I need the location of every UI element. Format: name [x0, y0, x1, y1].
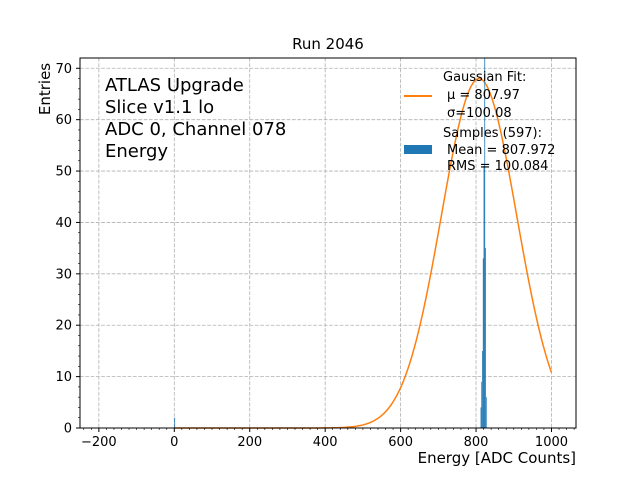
- info-line-slice: Slice v1.1 lo: [105, 97, 214, 118]
- y-tick-label: 50: [55, 165, 72, 180]
- x-tick-label: 200: [237, 435, 262, 450]
- histogram-bar: [485, 248, 486, 428]
- chart-title: Run 2046: [292, 35, 364, 53]
- y-tick-label: 40: [55, 216, 72, 231]
- x-axis-label: Energy [ADC Counts]: [418, 449, 576, 467]
- histogram-bar: [484, 58, 486, 428]
- x-tick-label: 600: [388, 435, 413, 450]
- x-tick-label: 800: [464, 435, 489, 450]
- y-tick-label: 0: [64, 422, 72, 437]
- histogram-bar: [482, 258, 484, 428]
- info-line-channel: ADC 0, Channel 078: [105, 119, 286, 140]
- legend-samples-swatch: [404, 145, 432, 154]
- histogram-bar: [485, 397, 487, 428]
- legend-samples-rms: RMS = 100.084: [447, 159, 548, 174]
- histogram-bars: [174, 58, 487, 428]
- y-tick-label: 30: [55, 267, 72, 282]
- x-tick-label: −200: [81, 435, 117, 450]
- histogram-bar: [481, 381, 483, 428]
- histogram-bar: [174, 417, 176, 428]
- info-line-experiment: ATLAS Upgrade: [105, 75, 244, 96]
- y-tick-label: 10: [55, 370, 72, 385]
- grid: [80, 58, 576, 429]
- x-tick-label: 1000: [535, 435, 568, 450]
- legend: Gaussian Fit: μ = 807.97 σ=100.08 Sample…: [404, 70, 555, 174]
- legend-samples-mean: Mean = 807.972: [447, 143, 555, 158]
- info-line-quantity: Energy: [105, 141, 168, 162]
- histogram-bar: [483, 165, 485, 428]
- legend-fit-header: Gaussian Fit:: [443, 70, 526, 85]
- legend-samples-header: Samples (597):: [443, 126, 542, 141]
- legend-fit-sigma: σ=100.08: [447, 106, 512, 121]
- y-tick-label: 20: [55, 319, 72, 334]
- histogram-bar: [480, 407, 482, 428]
- x-axis-ticks: −200 0 200 400 600 800 1000: [81, 428, 575, 450]
- x-tick-label: 400: [313, 435, 338, 450]
- y-tick-label: 70: [55, 62, 72, 77]
- histogram-bar: [482, 350, 483, 428]
- y-axis-ticks: 0 10 20 30 40 50 60 70: [55, 62, 80, 437]
- legend-fit-mu: μ = 807.97: [447, 88, 520, 103]
- y-axis-label: Entries: [36, 63, 54, 115]
- x-tick-label: 0: [170, 435, 178, 450]
- info-text-block: ATLAS Upgrade Slice v1.1 lo ADC 0, Chann…: [105, 75, 286, 162]
- y-tick-label: 60: [55, 113, 72, 128]
